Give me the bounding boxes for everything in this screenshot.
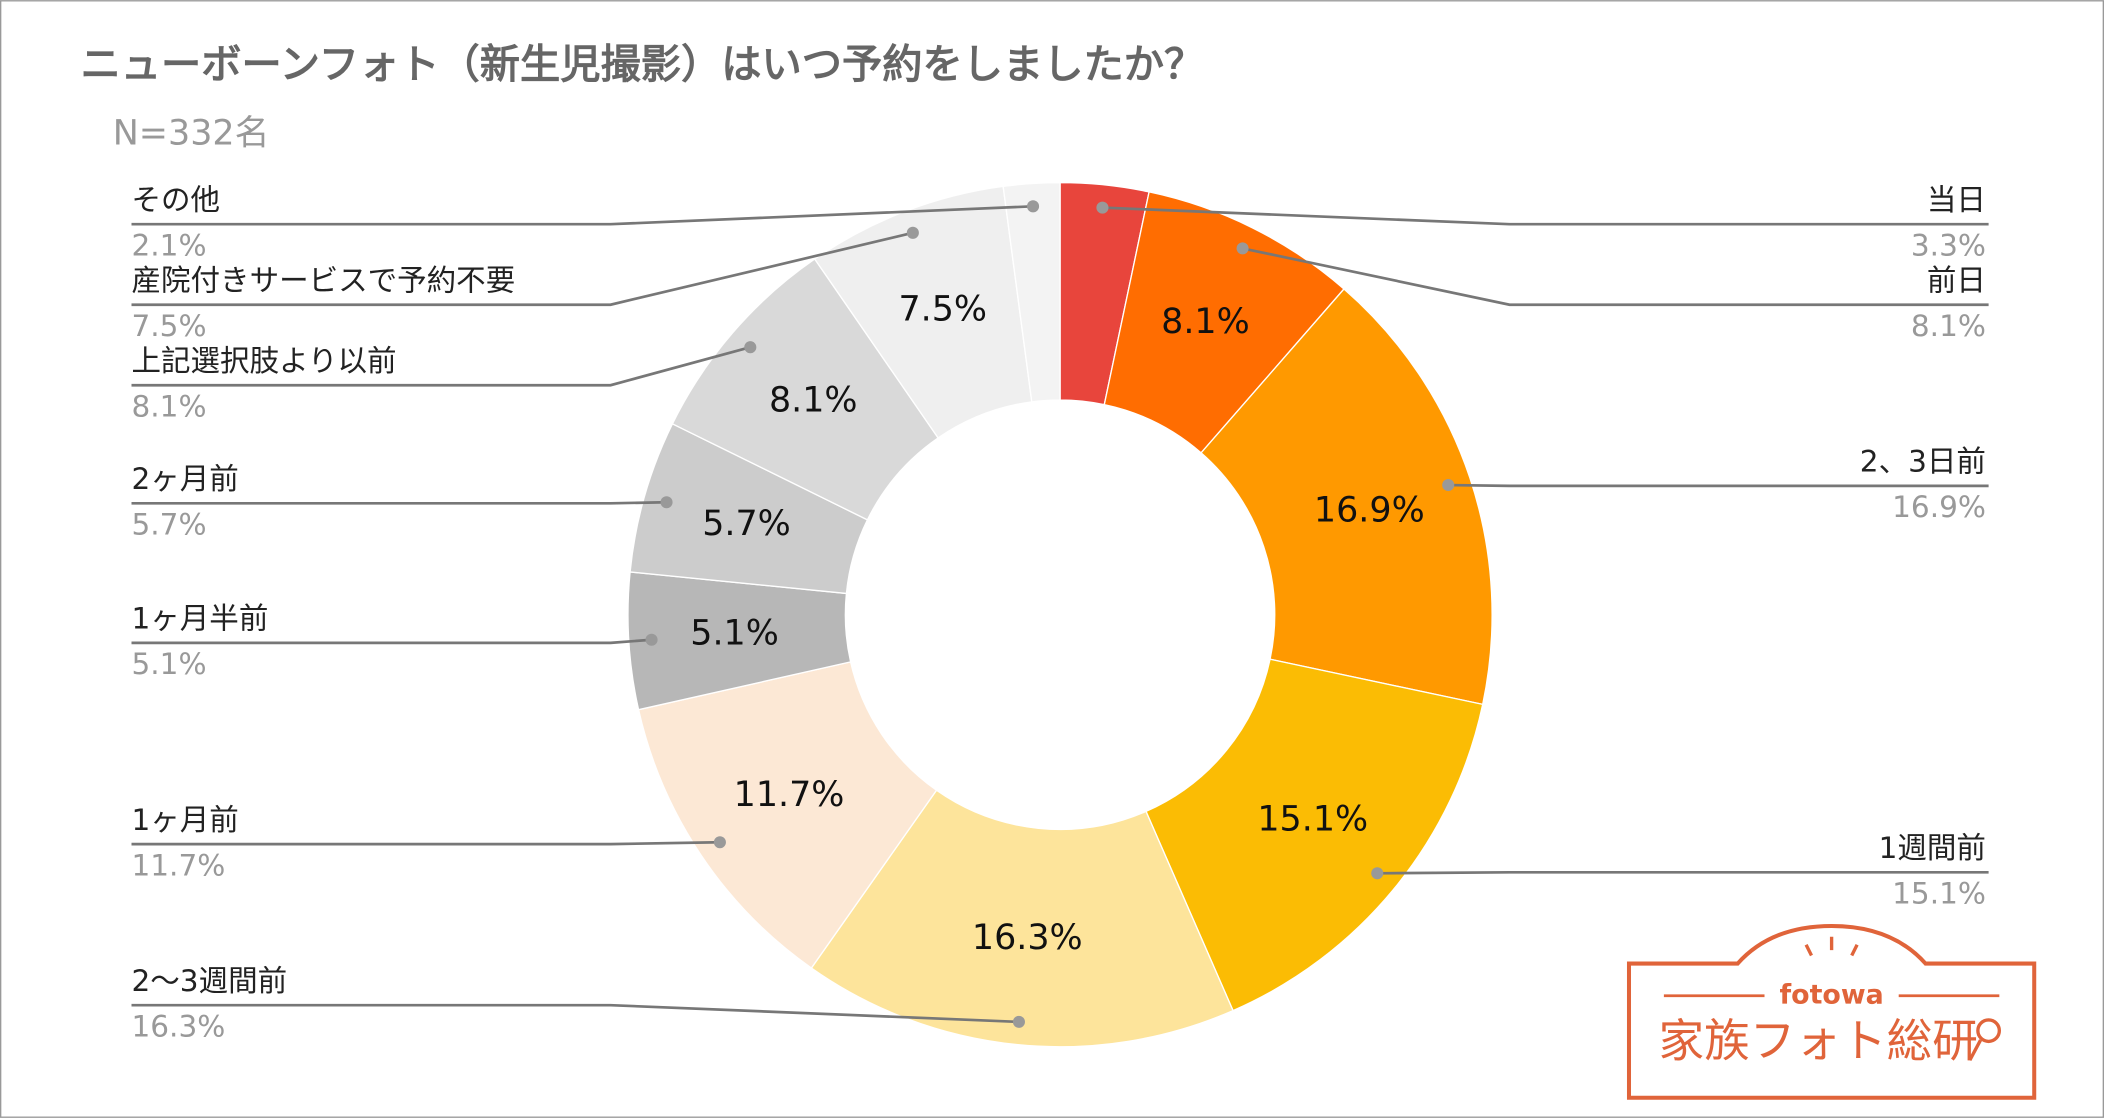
- logo-brand: fotowa: [1779, 979, 1883, 1010]
- slice: [810, 789, 1234, 1048]
- slice: [1002, 181, 1061, 403]
- category-label: 1週間前: [1879, 831, 1986, 865]
- slice-label: 16.9%: [1314, 490, 1425, 530]
- leader-line: [131, 231, 914, 307]
- leader-line: [1448, 483, 1989, 488]
- category-label: 上記選択肢より以前: [132, 344, 397, 378]
- slice-label: 16.3%: [972, 918, 1083, 958]
- leader-dot: [906, 226, 919, 239]
- slice: [1200, 288, 1493, 706]
- value-label: 11.7%: [132, 848, 226, 882]
- slice: [1145, 658, 1484, 1012]
- chart-subtitle: N=332名: [113, 113, 270, 153]
- category-label: 1ヶ月半前: [132, 602, 269, 636]
- leader-line: [1242, 247, 1989, 307]
- category-label: 当日: [1927, 183, 1986, 217]
- slice-label: 8.1%: [1161, 302, 1250, 342]
- leader-dot: [713, 836, 726, 849]
- category-label: 2、3日前: [1860, 445, 1986, 479]
- logo-name: 家族フォト総研: [1659, 1015, 1978, 1068]
- leader-dot: [660, 496, 673, 509]
- value-label: 7.5%: [132, 309, 207, 343]
- value-label: 5.7%: [132, 508, 207, 542]
- leader-dot: [645, 633, 658, 646]
- slice-label: 8.1%: [769, 381, 858, 421]
- value-label: 15.1%: [1892, 877, 1986, 911]
- leader-dot: [1027, 200, 1040, 213]
- leader-line: [131, 500, 667, 505]
- leader-dot: [1371, 867, 1384, 880]
- category-label: 2〜3週間前: [132, 964, 288, 998]
- logo-icon: [1968, 1039, 1983, 1061]
- value-label: 16.3%: [132, 1009, 226, 1043]
- logo-frame: [1626, 923, 2037, 1100]
- category-label: 2ヶ月前: [132, 462, 239, 496]
- value-label: 2.1%: [132, 229, 207, 263]
- value-label: 8.1%: [1911, 309, 1986, 343]
- leader-line: [131, 840, 720, 846]
- category-label: 前日: [1927, 263, 1986, 297]
- value-label: 16.9%: [1892, 490, 1986, 524]
- leader-line: [131, 345, 751, 387]
- logo-icon: [1976, 1018, 2002, 1044]
- logo-rays: [1804, 936, 1859, 957]
- chart-title: ニューボーンフォト（新生児撮影）はいつ予約をしましたか？: [81, 42, 1205, 88]
- leader-dot: [1096, 201, 1109, 214]
- category-label: 産院付きサービスで予約不要: [132, 263, 516, 297]
- leader-dot: [1442, 479, 1455, 492]
- slice-label: 7.5%: [898, 289, 987, 329]
- logo: fotowa 家族フォト総研: [1626, 923, 2037, 1100]
- leader-line: [1102, 206, 1989, 226]
- leader-line: [131, 204, 1034, 226]
- leader-line: [131, 638, 652, 645]
- category-label: 1ヶ月前: [132, 803, 239, 837]
- value-label: 5.1%: [132, 647, 207, 681]
- leader-line: [1377, 870, 1989, 875]
- leader-dot: [744, 341, 757, 354]
- leader-dot: [1012, 1015, 1025, 1028]
- leader-line: [131, 1003, 1019, 1024]
- slice-label: 5.7%: [702, 504, 791, 544]
- slice-label: 11.7%: [734, 775, 845, 815]
- slice: [637, 661, 938, 969]
- value-label: 8.1%: [132, 390, 207, 424]
- category-label: その他: [132, 183, 221, 217]
- value-label: 3.3%: [1911, 229, 1986, 263]
- slice-label: 15.1%: [1257, 800, 1368, 840]
- slice-label: 5.1%: [690, 614, 779, 654]
- leader-dot: [1236, 242, 1249, 255]
